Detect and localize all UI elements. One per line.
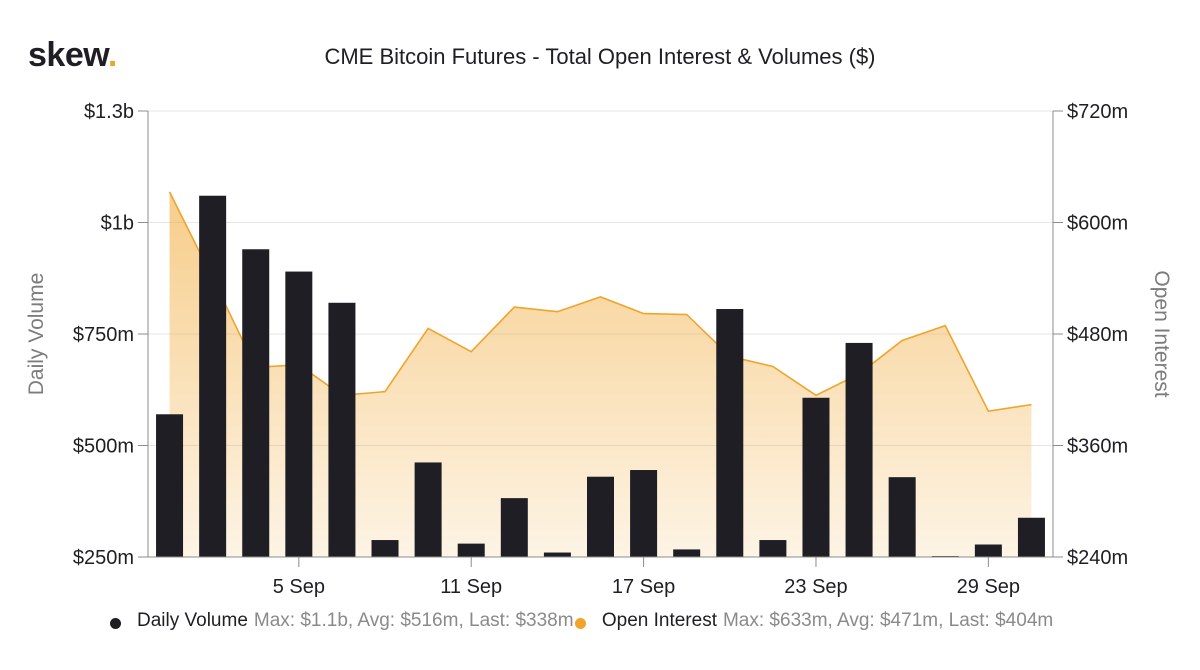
x-tick-label: 29 Sep [957, 576, 1020, 598]
axis-layer: $250m $500m $750m $1b $1.3b $240m $360m $480m $6… [73, 101, 1128, 598]
legend-label-open-interest: Open Interest [601, 610, 717, 631]
volume-bar[interactable] [845, 342, 873, 557]
legend-marker-daily-volume [110, 617, 121, 629]
volume-bar[interactable] [1017, 517, 1045, 557]
chart-title: CME Bitcoin Futures - Total Open Interes… [324, 44, 876, 69]
y-right-tick-label: $360m [1067, 436, 1128, 458]
legend-stats-daily-volume: Max: $1.1b, Avg: $516m, Last: $338m [253, 610, 574, 631]
volume-bar[interactable] [414, 462, 442, 557]
y-left-tick-label: $250m [73, 547, 134, 569]
volume-bar[interactable] [974, 544, 1002, 557]
logo-dot: . [107, 36, 117, 74]
volume-bar[interactable] [630, 470, 658, 557]
y-left-tick-label: $1.3b [84, 101, 134, 123]
volume-bar[interactable] [156, 414, 184, 557]
volume-bar[interactable] [500, 498, 528, 557]
y-right-tick-label: $240m [1067, 547, 1128, 569]
y-right-tick-label: $480m [1067, 324, 1128, 346]
volume-bar[interactable] [716, 309, 744, 557]
y-right-axis-title: Open Interest [1150, 270, 1173, 397]
y-left-axis-title: Daily Volume [25, 273, 48, 396]
volume-bar[interactable] [371, 540, 399, 557]
y-left-tick-label: $750m [73, 324, 134, 346]
logo-text: skew [28, 36, 108, 74]
volume-bar[interactable] [759, 540, 787, 557]
legend-label-daily-volume: Daily Volume [137, 610, 248, 631]
volume-bar[interactable] [199, 195, 227, 558]
chart-svg: $250m $500m $750m $1b $1.3b $240m $360m $480m $6… [25, 101, 1173, 598]
chart-legend: Daily Volume Max: $1.1b, Avg: $516m, Las… [110, 610, 1150, 633]
y-right-tick-label: $720m [1067, 101, 1128, 123]
y-right-tick-label: $600m [1067, 213, 1128, 235]
volume-bar[interactable] [285, 271, 313, 557]
y-left-tick-label: $1b [101, 213, 134, 235]
legend-item-daily-volume[interactable]: Daily Volume Max: $1.1b, Avg: $516m, Las… [110, 610, 574, 632]
legend-item-open-interest[interactable]: Open Interest Max: $633m, Avg: $471m, La… [574, 610, 1054, 632]
volume-bar[interactable] [328, 302, 356, 557]
volume-bar[interactable] [242, 249, 270, 557]
x-tick-label: 17 Sep [612, 576, 675, 598]
x-tick-label: 5 Sep [273, 576, 325, 598]
y-left-tick-label: $500m [73, 436, 134, 458]
daily-volume-bar-layer [156, 195, 1045, 558]
skew-logo: skew. [28, 36, 117, 75]
volume-bar[interactable] [888, 477, 916, 557]
legend-stats-open-interest: Max: $633m, Avg: $471m, Last: $404m [722, 610, 1054, 631]
x-tick-label: 23 Sep [784, 576, 847, 598]
legend-marker-open-interest [574, 617, 586, 629]
volume-bar[interactable] [587, 476, 614, 557]
volume-bar[interactable] [673, 549, 701, 557]
volume-bar[interactable] [802, 397, 830, 557]
volume-bar[interactable] [543, 552, 571, 557]
x-tick-label: 11 Sep [440, 576, 502, 598]
volume-bar[interactable] [457, 543, 485, 557]
open-interest-line [168, 191, 1032, 412]
